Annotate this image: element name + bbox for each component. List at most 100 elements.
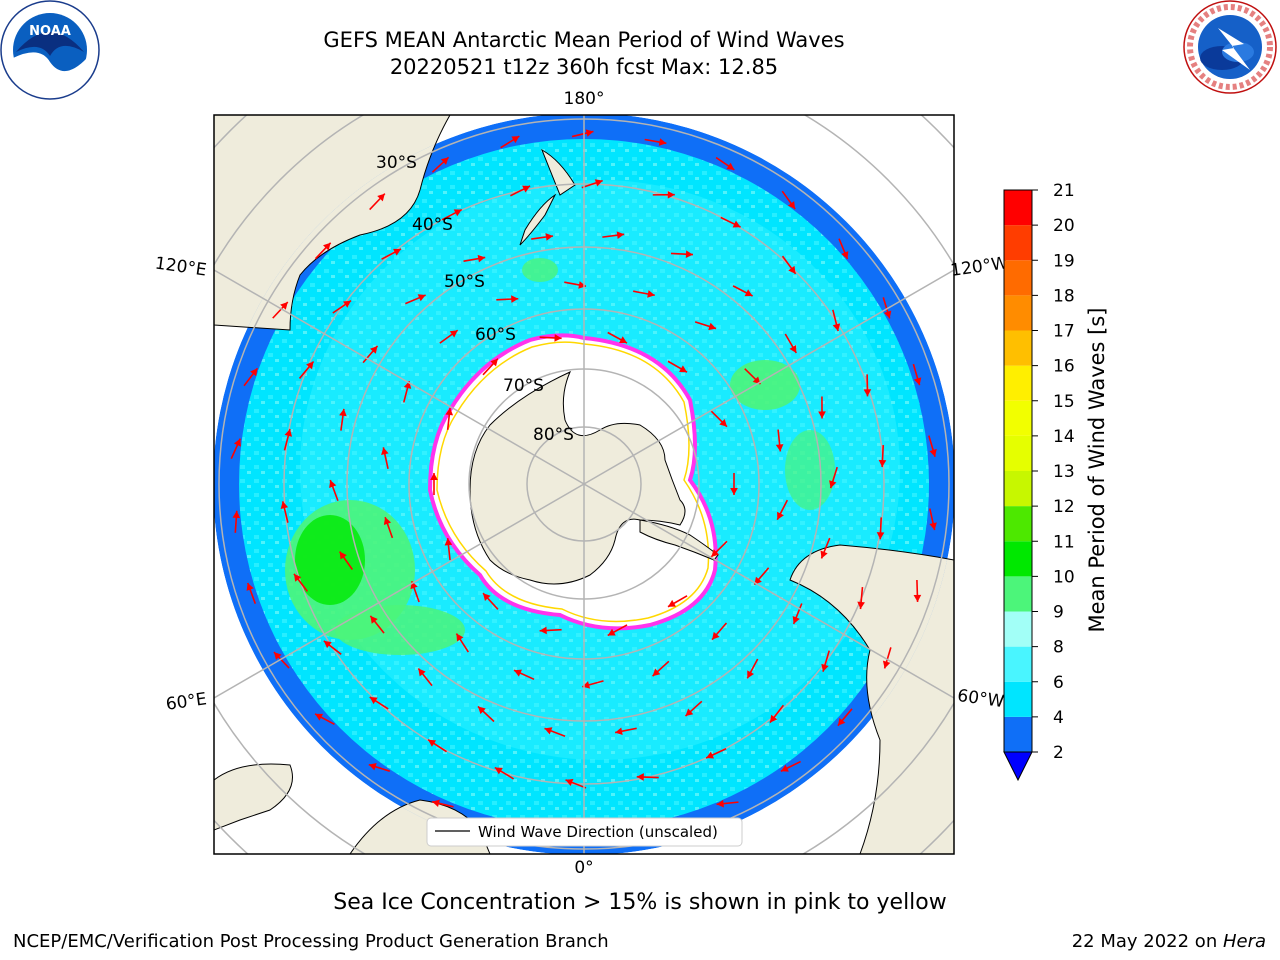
wave-direction-arrowhead bbox=[636, 773, 644, 781]
wave-direction-arrowhead bbox=[837, 717, 846, 726]
wave-direction-arrowhead bbox=[522, 185, 531, 193]
wave-direction-arrowhead bbox=[232, 510, 241, 519]
colorbar-tick-label: 17 bbox=[1053, 322, 1075, 342]
lat-label-80s: 80°S bbox=[533, 425, 574, 445]
colorbar-bin bbox=[1004, 365, 1032, 401]
wave-direction-arrowhead bbox=[511, 136, 520, 144]
wave-direction-arrowhead bbox=[616, 231, 625, 240]
wave-direction-arrowhead bbox=[368, 763, 377, 771]
colorbar-bin bbox=[1004, 576, 1032, 612]
wave-direction-arrowhead bbox=[712, 631, 720, 640]
colorbar-bin bbox=[1004, 400, 1032, 436]
wave-direction-arrowhead bbox=[594, 179, 603, 187]
wave-direction-arrowhead bbox=[453, 209, 462, 217]
wave-direction-arrowhead bbox=[418, 668, 426, 677]
nws-logo bbox=[1183, 0, 1277, 94]
colorbar-bin bbox=[1004, 716, 1032, 752]
wave-direction-arrowhead bbox=[323, 640, 332, 649]
colorbar-bin bbox=[1004, 681, 1032, 717]
wave-direction-arrowhead bbox=[913, 594, 922, 602]
wave-period-patch-4 bbox=[730, 360, 800, 410]
wave-direction-arrowhead bbox=[752, 376, 761, 385]
wave-direction-arrowhead bbox=[706, 751, 715, 759]
wave-direction-arrowhead bbox=[339, 551, 347, 560]
lat-label-60s: 60°S bbox=[475, 325, 516, 345]
wave-direction-arrowhead bbox=[377, 193, 385, 202]
colorbar-bin bbox=[1004, 611, 1032, 647]
wave-direction-arrowhead bbox=[685, 250, 693, 259]
wave-direction-arrowhead bbox=[775, 444, 784, 452]
wave-direction-arrowhead bbox=[483, 593, 491, 601]
footer-credit: NCEP/EMC/Verification Post Processing Pr… bbox=[13, 931, 609, 952]
wave-direction-arrowhead bbox=[878, 459, 887, 468]
chart-subtitle: 20220521 t12z 360h fcst Max: 12.85 bbox=[389, 55, 779, 79]
colorbar-bin bbox=[1004, 225, 1032, 261]
wave-period-patch-3 bbox=[295, 515, 365, 605]
wave-direction-arrowhead bbox=[432, 799, 440, 808]
wave-direction-arrowhead bbox=[615, 727, 623, 735]
wave-direction-arrowhead bbox=[544, 727, 553, 735]
wave-direction-arrowhead bbox=[565, 778, 574, 786]
legend-label: Wind Wave Direction (unscaled) bbox=[478, 823, 718, 841]
wave-direction-arrowhead bbox=[829, 480, 837, 489]
lon-label-120e: 120°E bbox=[154, 254, 208, 281]
wave-direction-arrowhead bbox=[679, 365, 688, 373]
lon-label-60e: 60°E bbox=[165, 689, 208, 714]
wave-direction-arrowhead bbox=[233, 438, 241, 447]
wave-direction-arrowhead bbox=[652, 668, 661, 677]
colorbar-tick-label: 19 bbox=[1053, 251, 1075, 271]
colorbar-bin bbox=[1004, 471, 1032, 507]
noaa-logo-text: NOAA bbox=[29, 24, 71, 39]
wave-direction-arrowhead bbox=[821, 663, 829, 672]
wave-direction-arrowhead bbox=[716, 799, 724, 808]
wave-direction-arrowhead bbox=[445, 407, 454, 416]
wave-direction-arrowhead bbox=[477, 706, 486, 715]
wave-direction-arrowhead bbox=[769, 714, 778, 723]
wave-direction-arrowhead bbox=[246, 583, 254, 591]
wave-direction-arrowhead bbox=[732, 220, 741, 228]
colorbar-bin bbox=[1004, 646, 1032, 682]
colorbar-tick-label: 12 bbox=[1053, 497, 1075, 517]
colorbar-bin bbox=[1004, 330, 1032, 366]
wave-direction-arrowhead bbox=[667, 599, 676, 607]
wave-direction-arrowhead bbox=[440, 157, 449, 165]
colorbar: 2 4 6 8 9 10 11 12 13 14 15 16 17 18 19 20 21 bbox=[1003, 181, 1075, 782]
colorbar-title: Mean Period of Wind Waves [s] bbox=[1085, 307, 1109, 633]
wave-direction-arrowhead bbox=[449, 330, 458, 338]
wave-direction-arrowhead bbox=[780, 764, 789, 772]
wave-direction-arrowhead bbox=[280, 302, 288, 310]
colorbar-bin bbox=[1004, 435, 1032, 471]
wave-direction-arrowhead bbox=[545, 233, 553, 241]
colorbar-bin bbox=[1004, 506, 1032, 542]
wave-direction-arrowhead bbox=[383, 517, 392, 525]
wave-direction-arrowhead bbox=[444, 538, 453, 546]
colorbar-tick-label: 18 bbox=[1053, 286, 1075, 306]
colorbar-tick-label: 20 bbox=[1053, 216, 1075, 236]
wave-direction-arrowhead bbox=[726, 162, 735, 170]
meridians bbox=[214, 115, 954, 854]
colorbar-under-extension bbox=[1003, 751, 1033, 782]
wave-direction-arrowhead bbox=[477, 254, 486, 263]
wave-direction-arrowhead bbox=[284, 429, 293, 437]
wave-direction-arrowhead bbox=[711, 549, 720, 557]
colorbar-bin bbox=[1004, 190, 1032, 226]
land-new-zealand-south bbox=[519, 193, 557, 246]
map-panel: Wind Wave Direction (unscaled) bbox=[214, 115, 954, 854]
wave-direction-arrowhead bbox=[494, 767, 503, 775]
wave-direction-arrowhead bbox=[788, 265, 796, 274]
wave-direction-arrowhead bbox=[329, 480, 337, 488]
wave-direction-arrowhead bbox=[456, 633, 464, 642]
colorbar-tick-label: 2 bbox=[1053, 743, 1064, 763]
wave-direction-arrowhead bbox=[841, 251, 849, 260]
wave-direction-arrowhead bbox=[787, 201, 796, 210]
wave-direction-arrowhead bbox=[777, 511, 784, 520]
wind-wave-legend: Wind Wave Direction (unscaled) bbox=[426, 817, 743, 847]
lon-label-120w: 120°W bbox=[949, 253, 1009, 281]
noaa-logo: NOAA bbox=[0, 0, 100, 100]
wave-direction-arrowhead bbox=[306, 361, 314, 370]
wave-direction-arrowhead bbox=[343, 300, 351, 308]
wave-direction-arrowhead bbox=[857, 601, 865, 610]
wave-period-patch-6 bbox=[522, 258, 558, 282]
wave-direction-arrowhead bbox=[658, 138, 667, 146]
colorbar-tick-label: 14 bbox=[1053, 427, 1075, 447]
